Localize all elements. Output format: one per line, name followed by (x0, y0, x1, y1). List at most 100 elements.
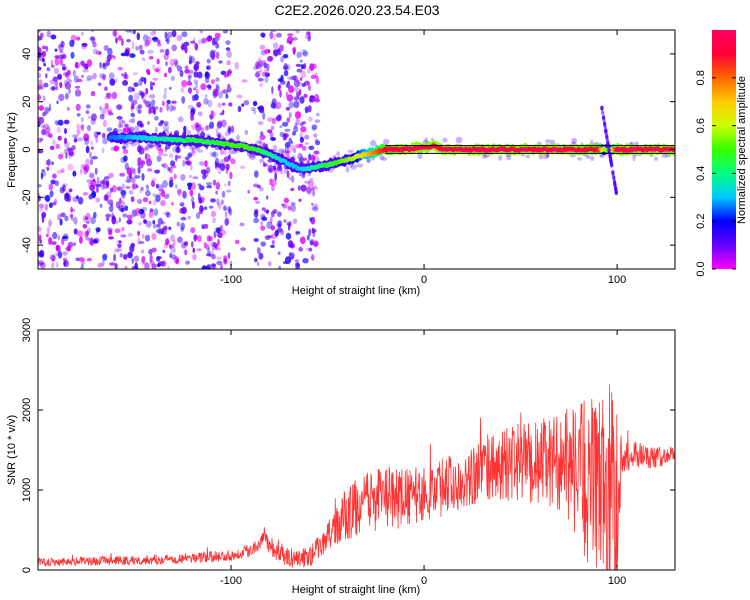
noise-speckle (192, 176, 199, 180)
noise-speckle (89, 158, 94, 166)
noise-speckle (112, 215, 116, 220)
noise-speckle (261, 60, 267, 66)
noise-speckle (140, 186, 144, 191)
noise-speckle (68, 188, 73, 193)
noise-speckle (189, 174, 192, 179)
noise-speckle (161, 100, 165, 107)
noise-speckle (51, 161, 55, 165)
spectrogram-ytick-label: 20 (21, 96, 33, 108)
noise-speckle (183, 125, 187, 133)
noise-speckle (173, 173, 177, 180)
noise-speckle (306, 234, 310, 241)
noise-speckle (220, 90, 226, 94)
noise-speckle (106, 191, 112, 199)
noise-speckle (132, 183, 139, 189)
noise-speckle (168, 179, 174, 188)
noise-speckle (68, 88, 71, 95)
noise-speckle (224, 183, 227, 187)
noise-speckle (223, 255, 228, 261)
noise-speckle (299, 131, 303, 139)
noise-speckle (147, 49, 154, 54)
noise-speckle (157, 217, 164, 225)
halo-speckle (481, 154, 487, 159)
noise-speckle (308, 228, 312, 237)
noise-speckle (286, 170, 290, 179)
colorbar-tick-label: 0.6 (695, 118, 707, 133)
noise-speckle (259, 44, 266, 50)
noise-speckle (277, 220, 282, 227)
noise-speckle (215, 51, 220, 60)
noise-speckle (153, 208, 159, 216)
noise-speckle (45, 233, 49, 237)
noise-speckle (270, 30, 277, 33)
noise-speckle (288, 85, 295, 94)
noise-speckle (171, 105, 177, 111)
noise-speckle (66, 245, 72, 252)
noise-speckle (284, 128, 291, 132)
noise-speckle (225, 40, 231, 45)
noise-speckle (81, 74, 85, 78)
halo-speckle (155, 145, 162, 149)
noise-speckle (115, 220, 119, 225)
halo-speckle (255, 140, 263, 145)
noise-speckle (240, 247, 247, 252)
noise-speckle (138, 147, 145, 155)
noise-speckle (197, 235, 202, 243)
halo-speckle (313, 155, 320, 163)
noise-speckle (252, 100, 258, 107)
noise-speckle (288, 253, 295, 260)
halo-speckle (236, 134, 240, 141)
noise-speckle (169, 244, 172, 249)
noise-speckle (212, 217, 217, 224)
noise-speckle (86, 124, 91, 132)
noise-speckle (228, 127, 231, 135)
noise-speckle (182, 190, 187, 199)
noise-speckle (125, 30, 132, 33)
noise-speckle (151, 263, 157, 269)
noise-speckle (54, 80, 59, 88)
noise-speckle (302, 50, 309, 57)
spectrogram-ytick-label: -40 (21, 237, 33, 253)
noise-speckle (280, 75, 284, 81)
noise-speckle (277, 251, 281, 255)
halo-speckle (216, 131, 222, 138)
noise-speckle (150, 180, 156, 188)
noise-speckle (76, 128, 81, 136)
noise-speckle (156, 155, 162, 163)
noise-speckle (85, 104, 91, 109)
noise-speckle (228, 102, 233, 107)
noise-speckle (45, 45, 49, 52)
noise-speckle (38, 260, 41, 265)
noise-speckle (56, 169, 63, 174)
noise-speckle (244, 129, 248, 136)
noise-speckle (76, 113, 81, 117)
streak-speckle (604, 129, 608, 134)
noise-speckle (302, 258, 309, 264)
noise-speckle (188, 87, 192, 94)
noise-speckle (259, 134, 266, 141)
halo-speckle (186, 129, 192, 137)
noise-speckle (261, 207, 266, 211)
noise-speckle (38, 184, 43, 188)
noise-speckle (38, 207, 44, 212)
noise-speckle (215, 128, 219, 134)
noise-speckle (202, 173, 207, 180)
noise-speckle (176, 65, 183, 72)
streak-speckle (613, 185, 618, 190)
noise-speckle (260, 225, 266, 231)
noise-speckle (301, 83, 306, 87)
noise-speckle (218, 60, 223, 64)
colorbar-tick-label: 0.2 (695, 214, 707, 229)
noise-speckle (108, 205, 114, 213)
noise-speckle (270, 244, 275, 248)
halo-speckle (542, 153, 549, 160)
noise-speckle (147, 168, 153, 172)
noise-speckle (88, 172, 95, 179)
noise-speckle (58, 93, 65, 102)
noise-speckle (230, 158, 236, 165)
noise-speckle (278, 51, 282, 56)
noise-speckle (161, 163, 166, 167)
noise-speckle (190, 227, 196, 234)
noise-speckle (219, 163, 226, 172)
noise-speckle (80, 123, 85, 132)
